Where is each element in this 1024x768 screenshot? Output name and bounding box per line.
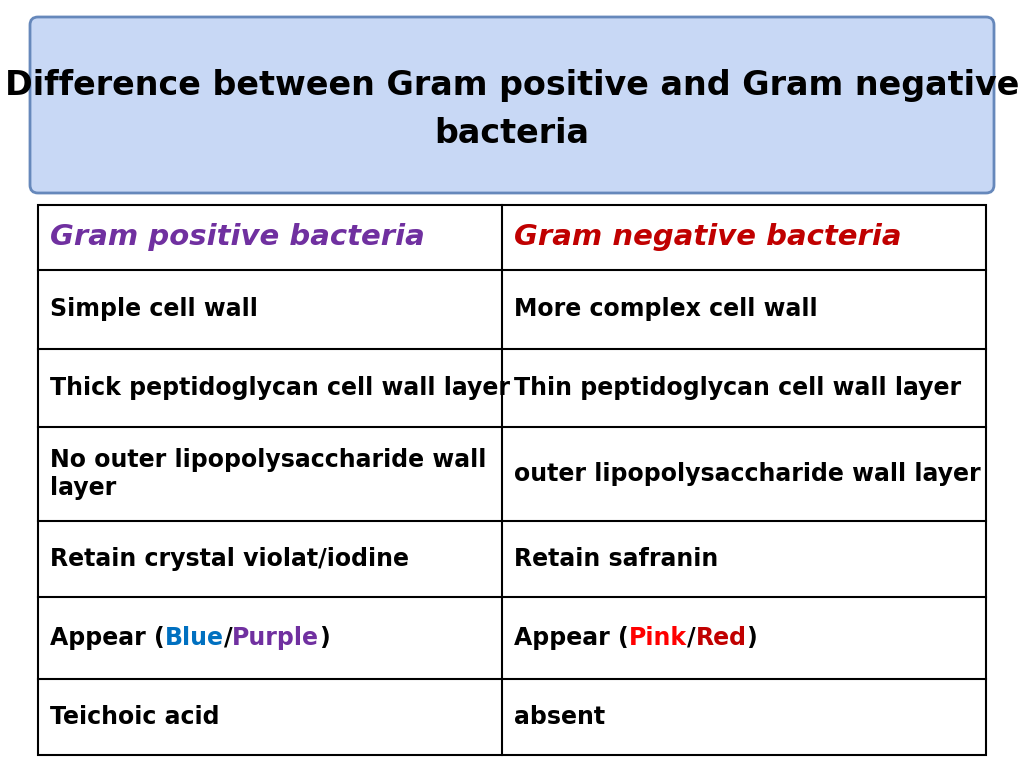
Text: Pink: Pink — [629, 626, 687, 650]
Text: ): ) — [319, 626, 330, 650]
Text: Purple: Purple — [232, 626, 319, 650]
Text: Thin peptidoglycan cell wall layer: Thin peptidoglycan cell wall layer — [514, 376, 962, 400]
Text: Red: Red — [695, 626, 746, 650]
Text: /: / — [224, 626, 232, 650]
Text: More complex cell wall: More complex cell wall — [514, 297, 817, 321]
Text: Retain crystal violat/iodine: Retain crystal violat/iodine — [50, 547, 409, 571]
Text: Thick peptidoglycan cell wall layer: Thick peptidoglycan cell wall layer — [50, 376, 510, 400]
Text: ): ) — [746, 626, 758, 650]
Text: Simple cell wall: Simple cell wall — [50, 297, 258, 321]
Text: bacteria: bacteria — [434, 118, 590, 151]
Text: absent: absent — [514, 705, 605, 729]
FancyBboxPatch shape — [30, 17, 994, 193]
Bar — [38, 205, 986, 755]
Text: Blue: Blue — [165, 626, 224, 650]
Text: Retain safranin: Retain safranin — [514, 547, 718, 571]
Text: Difference between Gram positive and Gram negative: Difference between Gram positive and Gra… — [5, 69, 1019, 102]
Text: outer lipopolysaccharide wall layer: outer lipopolysaccharide wall layer — [514, 462, 981, 486]
Text: Appear (: Appear ( — [514, 626, 629, 650]
Text: Teichoic acid: Teichoic acid — [50, 705, 219, 729]
Text: No outer lipopolysaccharide wall
layer: No outer lipopolysaccharide wall layer — [50, 449, 486, 500]
Text: Appear (: Appear ( — [50, 626, 165, 650]
Text: Gram positive bacteria: Gram positive bacteria — [50, 223, 425, 251]
Text: Gram negative bacteria: Gram negative bacteria — [514, 223, 901, 251]
Text: /: / — [687, 626, 695, 650]
